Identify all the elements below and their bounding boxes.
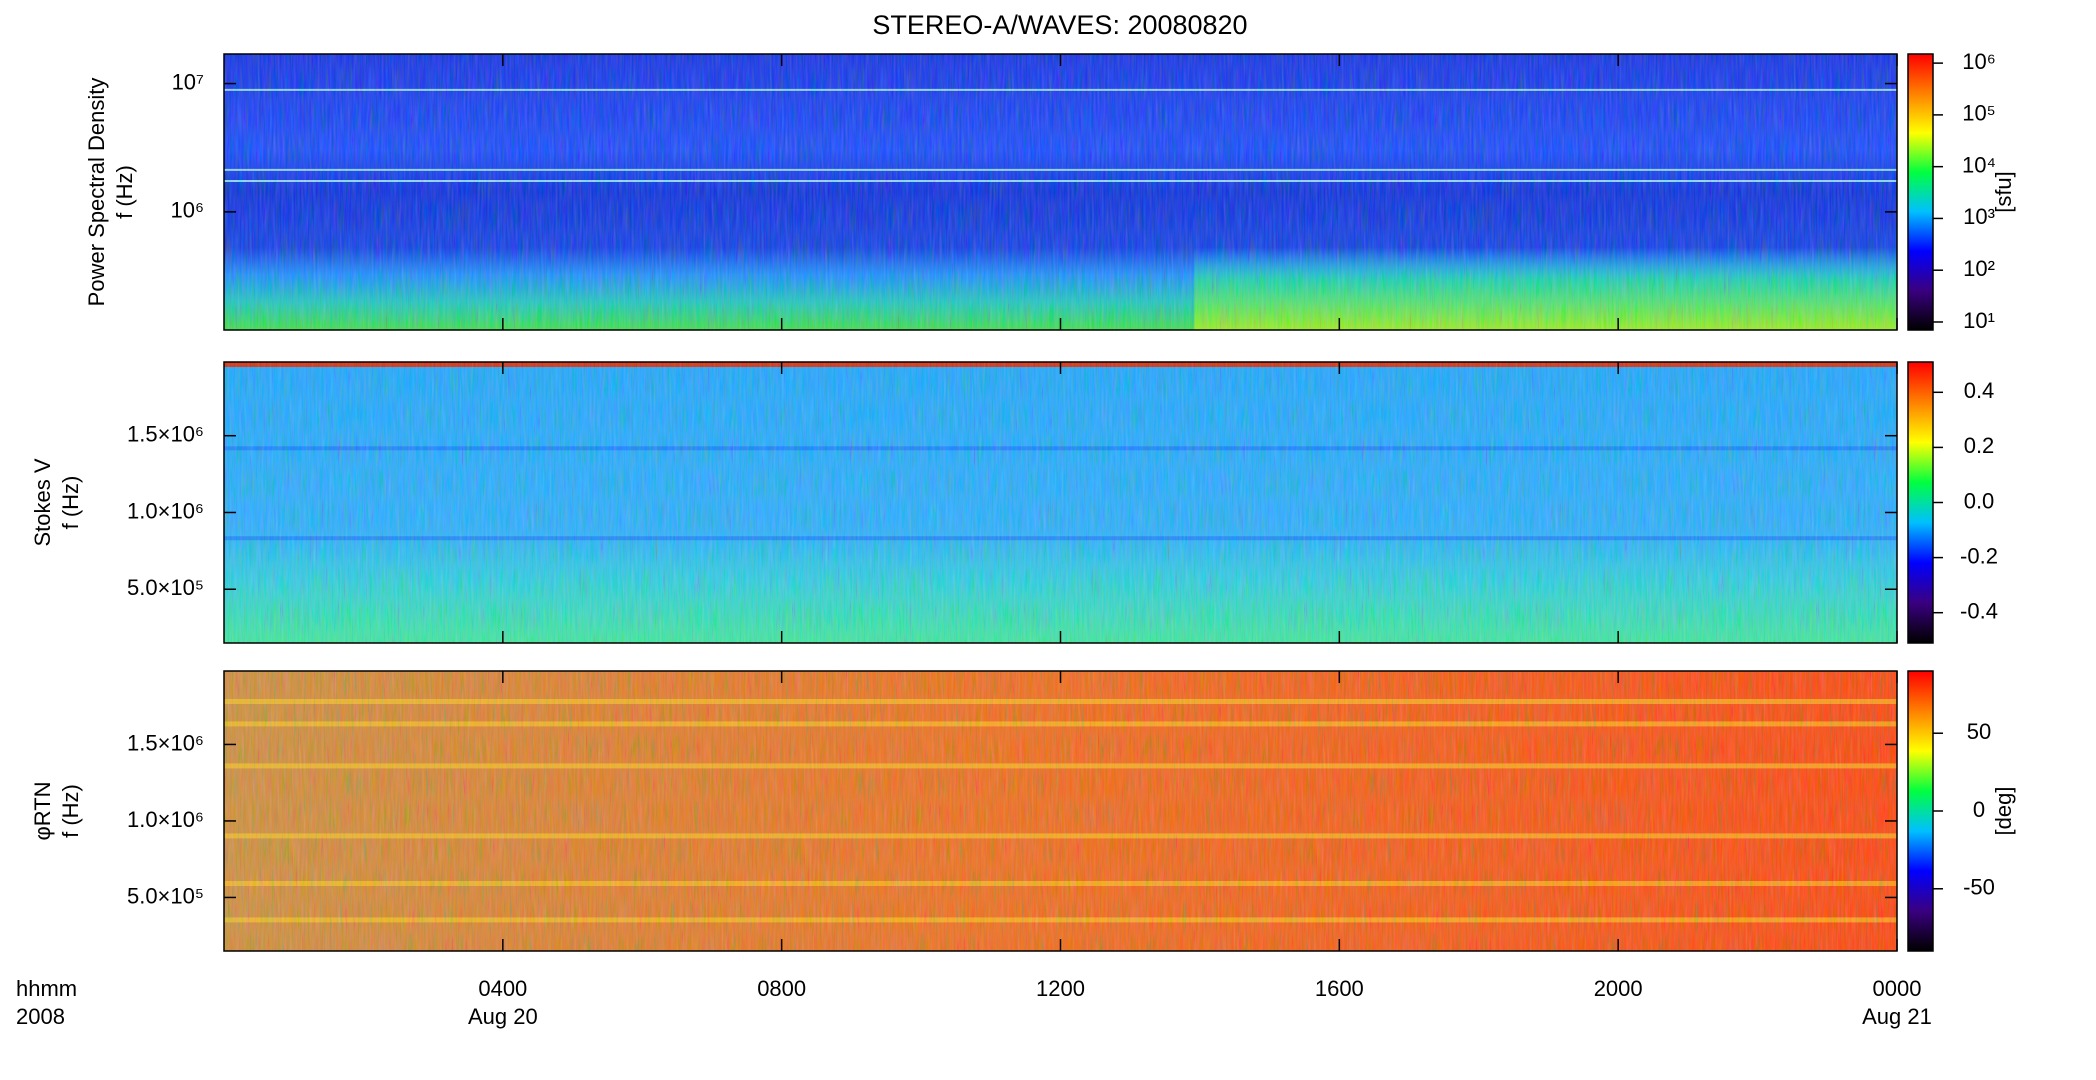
- y-tick-label: 1.5×10⁶: [127, 730, 204, 755]
- y-axis-label: f (Hz): [58, 476, 83, 530]
- x-tick-label: 1200: [1036, 976, 1085, 1001]
- chart-title: STEREO-A/WAVES: 20080820: [872, 10, 1247, 40]
- x-axis-label: hhmm: [16, 976, 77, 1001]
- colorbar-tick-label: 10²: [1963, 256, 1995, 281]
- colorbar: [1907, 670, 1934, 952]
- y-axis-label: φRTN: [30, 781, 55, 840]
- y-tick-label: 5.0×10⁵: [127, 575, 204, 600]
- y-tick-label: 1.5×10⁶: [127, 422, 204, 447]
- colorbar-tick-label: 10¹: [1963, 308, 1995, 333]
- colorbar-tick-label: 0: [1973, 797, 1985, 822]
- spectrogram-noise: [224, 671, 1897, 951]
- x-date-label: Aug 21: [1862, 1004, 1932, 1029]
- spectrogram-noise: [224, 54, 1897, 330]
- x-date-label: Aug 20: [468, 1004, 538, 1029]
- y-tick-label: 5.0×10⁵: [127, 883, 204, 908]
- colorbar-tick-label: 50: [1967, 719, 1991, 744]
- colorbar: [1907, 53, 1934, 331]
- y-axis-label: Stokes V: [30, 458, 55, 546]
- colorbar-tick-label: 0.2: [1964, 433, 1995, 458]
- x-axis-label: 2008: [16, 1004, 65, 1029]
- colorbar-tick-label: -0.2: [1960, 543, 1998, 568]
- colorbar-tick-label: 0.0: [1964, 488, 1995, 513]
- colorbar-tick-label: 10⁴: [1962, 152, 1996, 177]
- y-tick-label: 1.0×10⁶: [127, 807, 204, 832]
- y-axis-label: Power Spectral Density: [84, 78, 109, 307]
- x-tick-label: 1600: [1315, 976, 1364, 1001]
- colorbar-tick-label: 10⁶: [1962, 49, 1996, 74]
- colorbar-label: [sfu]: [1991, 171, 2016, 213]
- y-tick-label: 10⁶: [170, 198, 204, 223]
- spectrogram-noise: [224, 362, 1897, 643]
- colorbar-tick-label: 10⁵: [1962, 101, 1996, 126]
- colorbar-label: [deg]: [1991, 787, 2016, 836]
- y-axis-label: f (Hz): [58, 784, 83, 838]
- x-tick-label: 0400: [478, 976, 527, 1001]
- x-tick-label: 0000: [1873, 976, 1922, 1001]
- colorbar-tick-label: 0.4: [1964, 378, 1995, 403]
- y-tick-label: 10⁷: [172, 69, 204, 94]
- colorbar-tick-label: 10³: [1963, 204, 1995, 229]
- colorbar-tick-label: -50: [1963, 875, 1995, 900]
- y-axis-label: f (Hz): [112, 165, 137, 219]
- colorbar: [1907, 361, 1934, 644]
- x-tick-label: 2000: [1594, 976, 1643, 1001]
- x-tick-label: 0800: [757, 976, 806, 1001]
- colorbar-tick-label: -0.4: [1960, 599, 1998, 624]
- y-tick-label: 1.0×10⁶: [127, 498, 204, 523]
